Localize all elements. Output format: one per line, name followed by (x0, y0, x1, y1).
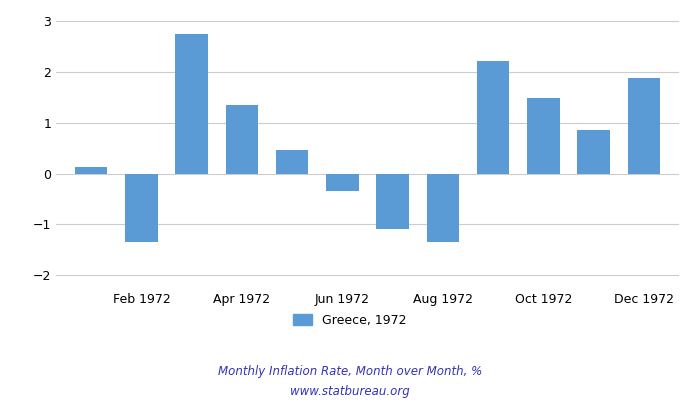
Bar (477, 61, 510, 174)
Text: Monthly Inflation Rate, Month over Month, %: Monthly Inflation Rate, Month over Month… (218, 366, 482, 378)
Bar (426, 174, 459, 242)
Bar (225, 105, 258, 174)
Bar (377, 174, 409, 228)
Bar (276, 150, 309, 174)
Bar (75, 167, 108, 174)
Bar (125, 174, 158, 242)
Text: www.statbureau.org: www.statbureau.org (290, 386, 410, 398)
Legend: Greece, 1972: Greece, 1972 (288, 309, 412, 332)
Bar (326, 174, 358, 192)
Bar (627, 78, 660, 174)
Bar (527, 98, 560, 174)
Bar (578, 130, 610, 174)
Bar (175, 34, 208, 174)
